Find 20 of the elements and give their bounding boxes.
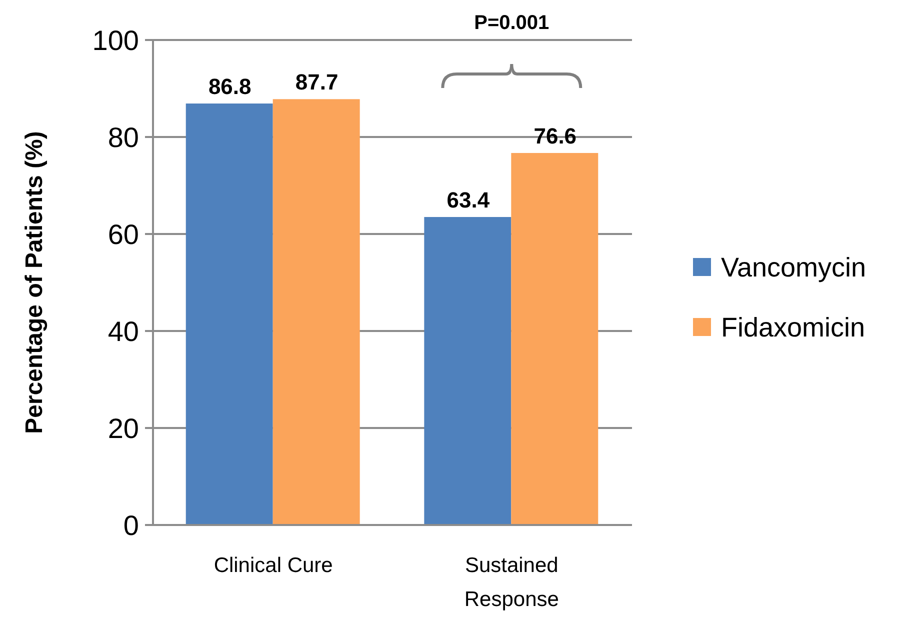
y-tick-label: 60 [108,218,139,250]
data-label: 87.7 [295,70,338,95]
y-tick-label: 100 [92,24,139,56]
y-tick-label: 0 [123,510,139,541]
y-tick-label: 80 [108,122,139,153]
legend-label: Vancomycin [721,252,866,282]
legend-label: Fidaxomicin [721,312,866,342]
text: P=0.001 [474,12,550,34]
bar [511,152,598,526]
x-tick-label: Sustained Response [464,554,559,611]
bar [186,104,273,526]
x-tick-label: Clinical Cure [214,554,333,577]
bar [272,99,360,526]
data-label: 63.4 [446,188,490,213]
y-tick-label: 20 [108,412,139,444]
y-tick-label: 40 [108,316,139,347]
data-label: 86.8 [208,74,252,100]
data-label: 76.6 [534,123,577,148]
bar [424,217,512,526]
y-axis-title: Percentage of Patients (%) [21,131,48,434]
